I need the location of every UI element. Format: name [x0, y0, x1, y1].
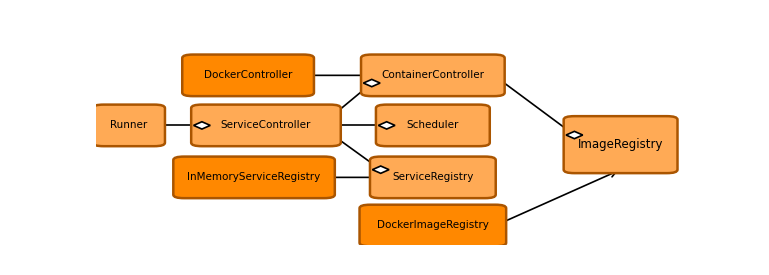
Text: ImageRegistry: ImageRegistry [578, 138, 664, 151]
Text: Scheduler: Scheduler [407, 120, 459, 130]
FancyBboxPatch shape [360, 205, 506, 246]
FancyBboxPatch shape [376, 104, 490, 146]
Polygon shape [194, 122, 210, 129]
Text: InMemoryServiceRegistry: InMemoryServiceRegistry [188, 172, 321, 182]
FancyBboxPatch shape [173, 156, 335, 198]
FancyBboxPatch shape [182, 54, 314, 96]
Text: Runner: Runner [110, 120, 148, 130]
Text: DockerImageRegistry: DockerImageRegistry [377, 221, 489, 230]
Text: ServiceController: ServiceController [221, 120, 311, 130]
Text: ServiceRegistry: ServiceRegistry [392, 172, 474, 182]
FancyBboxPatch shape [93, 104, 165, 146]
Polygon shape [372, 166, 389, 173]
FancyBboxPatch shape [361, 54, 504, 96]
Polygon shape [378, 122, 395, 129]
FancyBboxPatch shape [370, 156, 496, 198]
Polygon shape [566, 131, 583, 139]
FancyBboxPatch shape [191, 104, 341, 146]
Text: DockerController: DockerController [204, 70, 292, 80]
Polygon shape [364, 79, 380, 87]
FancyBboxPatch shape [564, 116, 677, 173]
Text: ContainerController: ContainerController [381, 70, 484, 80]
